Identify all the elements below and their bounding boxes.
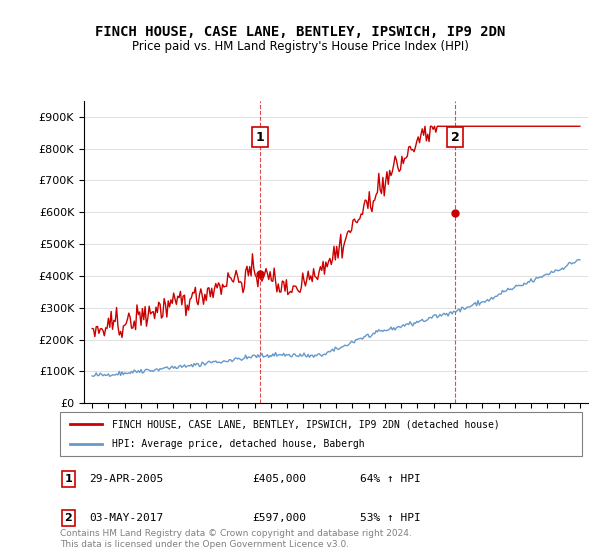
Text: 03-MAY-2017: 03-MAY-2017 [89,513,163,523]
Text: Price paid vs. HM Land Registry's House Price Index (HPI): Price paid vs. HM Land Registry's House … [131,40,469,53]
Text: HPI: Average price, detached house, Babergh: HPI: Average price, detached house, Babe… [112,439,365,449]
Text: 1: 1 [65,474,72,484]
Text: 64% ↑ HPI: 64% ↑ HPI [360,474,421,484]
Text: 53% ↑ HPI: 53% ↑ HPI [360,513,421,523]
Text: FINCH HOUSE, CASE LANE, BENTLEY, IPSWICH, IP9 2DN: FINCH HOUSE, CASE LANE, BENTLEY, IPSWICH… [95,25,505,39]
FancyBboxPatch shape [60,412,582,456]
Text: 2: 2 [451,130,460,143]
Text: 2: 2 [65,513,72,523]
Text: Contains HM Land Registry data © Crown copyright and database right 2024.
This d: Contains HM Land Registry data © Crown c… [60,529,412,549]
Text: £597,000: £597,000 [252,513,306,523]
Text: 1: 1 [256,130,265,143]
Text: FINCH HOUSE, CASE LANE, BENTLEY, IPSWICH, IP9 2DN (detached house): FINCH HOUSE, CASE LANE, BENTLEY, IPSWICH… [112,419,500,429]
Text: 29-APR-2005: 29-APR-2005 [89,474,163,484]
Text: £405,000: £405,000 [252,474,306,484]
